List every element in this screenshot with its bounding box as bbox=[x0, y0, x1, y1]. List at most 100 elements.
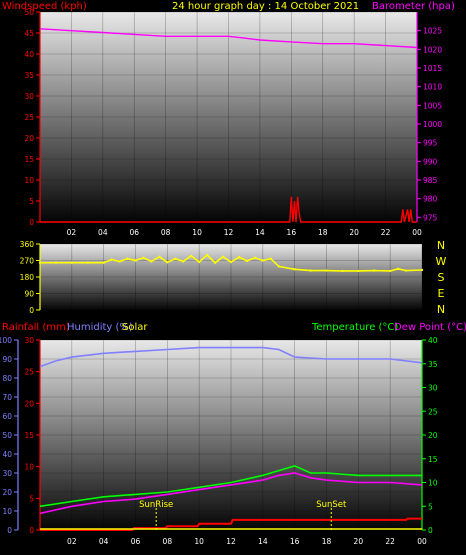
wind-direction-point bbox=[277, 265, 280, 268]
chart1-plot-area bbox=[40, 12, 417, 222]
windspeed-tick-label: 25 bbox=[24, 113, 34, 122]
x-tick-label: 14 bbox=[255, 228, 265, 237]
windspeed-tick-label: 35 bbox=[24, 71, 34, 80]
wind-direction-point bbox=[357, 269, 360, 273]
temp-tick-label: 25 bbox=[428, 407, 438, 416]
x-tick-label: 04 bbox=[98, 228, 108, 237]
humidity-tick-label: 80 bbox=[2, 374, 12, 383]
barometer-tick-label: 980 bbox=[423, 195, 438, 204]
dewpoint-label: Dew Point (°C) bbox=[394, 322, 466, 333]
compass-label: S bbox=[438, 271, 445, 284]
x-tick-label: 06 bbox=[129, 228, 139, 237]
chart2-plot-area bbox=[40, 244, 422, 310]
humidity-tick-label: 100 bbox=[0, 336, 12, 345]
barometer-line bbox=[39, 28, 418, 49]
rain-tick-label: 20 bbox=[24, 399, 34, 408]
windspeed-tick-label: 40 bbox=[24, 50, 34, 59]
barometer-tick-label: 1010 bbox=[423, 83, 442, 92]
temperature-line bbox=[39, 465, 422, 508]
temp-tick-label: 0 bbox=[428, 526, 433, 535]
wind-direction-point bbox=[237, 256, 241, 259]
x-tick-label: 16 bbox=[290, 537, 300, 546]
windspeed-tick-label: 20 bbox=[24, 134, 34, 143]
rain-tick-label: 0 bbox=[29, 526, 34, 535]
x-tick-label: 10 bbox=[194, 537, 204, 546]
compass-label: N bbox=[437, 303, 445, 316]
compass-label: E bbox=[438, 287, 445, 300]
sun-annotations: SunRise SunSet bbox=[139, 500, 347, 530]
temp-tick-label: 40 bbox=[428, 336, 438, 345]
rain-tick-label: 10 bbox=[24, 463, 34, 472]
wind-direction-point bbox=[86, 261, 90, 264]
chart1-tick-labels: 0510152025303540455097598098599099510001… bbox=[24, 8, 442, 237]
humidity-tick-label: 90 bbox=[2, 355, 12, 364]
barometer-axis-label: Barometer (hpa) bbox=[372, 1, 455, 12]
chart2-tick-labels: 0 90 180 270 360 bbox=[20, 240, 41, 315]
barometer-tick-label: 990 bbox=[423, 157, 438, 166]
direction-tick-label: 90 bbox=[24, 290, 34, 299]
wind-direction-point bbox=[198, 260, 201, 264]
humidity-tick-label: 70 bbox=[2, 393, 12, 402]
wind-direction-point bbox=[261, 259, 264, 262]
chart-title: 24 hour graph day : 14 October 2021 bbox=[172, 1, 359, 12]
x-tick-label: 00 bbox=[412, 228, 422, 237]
barometer-tick-label: 975 bbox=[423, 213, 438, 222]
windspeed-tick-label: 50 bbox=[24, 8, 34, 17]
sunset-label: SunSet bbox=[316, 500, 347, 510]
wind-direction-point bbox=[389, 269, 392, 273]
chart3-series bbox=[39, 346, 423, 531]
temp-tick-label: 30 bbox=[428, 384, 438, 393]
windspeed-tick-label: 45 bbox=[24, 29, 34, 38]
x-tick-label: 12 bbox=[224, 228, 234, 237]
x-tick-label: 00 bbox=[417, 537, 427, 546]
wind-direction-point bbox=[118, 260, 121, 263]
windspeed-tick-label: 0 bbox=[29, 218, 34, 227]
x-tick-label: 18 bbox=[322, 537, 332, 546]
wind-direction-point bbox=[213, 261, 217, 264]
wind-direction-point bbox=[182, 260, 185, 263]
barometer-tick-label: 1025 bbox=[423, 27, 442, 36]
temp-tick-label: 15 bbox=[428, 455, 438, 464]
windspeed-tick-label: 15 bbox=[24, 155, 34, 164]
direction-tick-label: 270 bbox=[20, 257, 35, 266]
humidity-line bbox=[39, 346, 423, 368]
x-tick-label: 08 bbox=[161, 228, 171, 237]
humidity-tick-label: 50 bbox=[2, 431, 12, 440]
wind-direction-point bbox=[174, 257, 177, 260]
wind-direction-point bbox=[205, 253, 209, 257]
dew-point-line bbox=[39, 472, 423, 515]
windspeed-axis-label: Windspeed (kph) bbox=[2, 1, 87, 12]
x-tick-label: 20 bbox=[349, 228, 359, 237]
direction-tick-label: 0 bbox=[29, 306, 34, 315]
wind-direction-point bbox=[70, 261, 74, 264]
temperature-label: Temperature (°C) bbox=[311, 322, 398, 333]
x-tick-label: 04 bbox=[99, 537, 109, 546]
humidity-tick-label: 0 bbox=[7, 526, 12, 535]
rain-tick-label: 30 bbox=[24, 336, 34, 345]
wind-direction-point bbox=[134, 259, 137, 262]
windspeed-tick-label: 5 bbox=[29, 197, 34, 206]
wind-direction-point bbox=[166, 261, 169, 264]
temp-tick-label: 10 bbox=[428, 479, 438, 488]
x-tick-label: 02 bbox=[67, 537, 77, 546]
x-tick-label: 10 bbox=[192, 228, 202, 237]
direction-tick-label: 360 bbox=[20, 240, 35, 249]
x-tick-label: 20 bbox=[354, 537, 364, 546]
wind-direction-point bbox=[54, 261, 58, 264]
chart1-series bbox=[39, 28, 418, 223]
wind-direction-point bbox=[269, 257, 272, 260]
wind-baro-chart: 0510152025303540455097598098599099510001… bbox=[2, 1, 455, 237]
humidity-tick-label: 30 bbox=[2, 469, 12, 478]
humidity-tick-label: 10 bbox=[2, 507, 12, 516]
temp-humidity-chart: 0102030405060708090100051015202530051015… bbox=[0, 322, 466, 546]
humidity-label: Humidity (%) bbox=[67, 322, 133, 333]
barometer-tick-label: 995 bbox=[423, 139, 438, 148]
barometer-tick-label: 1015 bbox=[423, 64, 442, 73]
sunrise-label: SunRise bbox=[139, 500, 173, 510]
wind-direction-point bbox=[190, 254, 193, 258]
wind-direction-point bbox=[309, 269, 312, 272]
wind-direction-point bbox=[38, 261, 42, 264]
wind-direction-point bbox=[229, 260, 233, 264]
